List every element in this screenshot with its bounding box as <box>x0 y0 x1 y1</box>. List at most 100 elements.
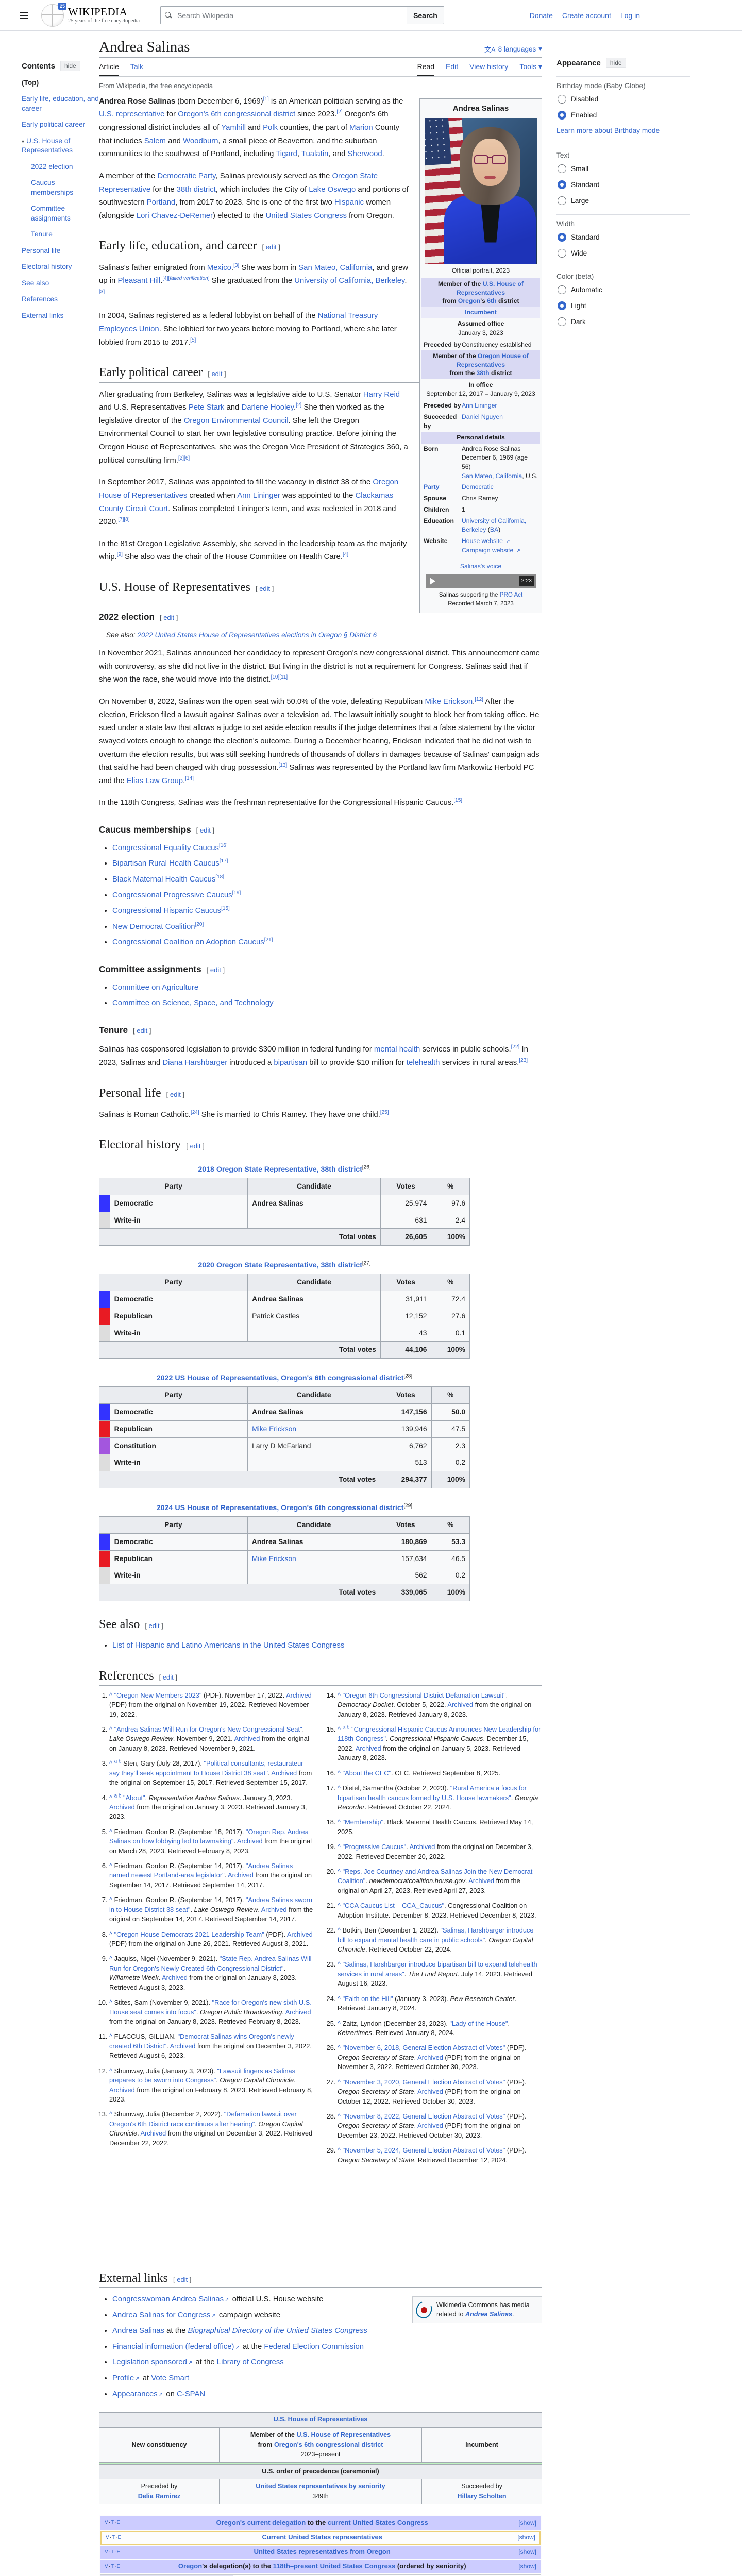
link[interactable]: BA <box>490 526 499 534</box>
link[interactable]: "Salinas, Harshbarger introduce bill to … <box>338 1926 534 1944</box>
link[interactable]: Archived <box>234 1735 260 1743</box>
edit-link[interactable]: edit <box>137 1026 148 1035</box>
link[interactable]: Oregon's 6th congressional district <box>274 2441 383 2448</box>
link[interactable]: "About the CEC" <box>342 1769 392 1777</box>
link[interactable]: T <box>111 2520 115 2526</box>
play-icon[interactable] <box>430 577 435 585</box>
link[interactable]: Darlene Hooley <box>241 403 294 412</box>
link[interactable]: Archived <box>285 2008 311 2016</box>
link[interactable]: Congressional Hispanic Caucus <box>112 907 222 916</box>
link[interactable]: V <box>105 2520 109 2526</box>
link[interactable]: Oregon State Representative <box>99 172 378 194</box>
link[interactable]: "Andrea Salinas Will Run for Oregon's Ne… <box>114 1725 302 1733</box>
edit-link[interactable]: edit <box>163 614 175 622</box>
link[interactable]: current United States Congress <box>327 2518 428 2527</box>
search-input[interactable] <box>176 10 403 20</box>
link[interactable]: Sherwood <box>347 150 382 159</box>
radio-option-enabled[interactable]: Enabled <box>558 111 690 120</box>
link[interactable]: T <box>111 2564 115 2570</box>
tab-article[interactable]: Article <box>99 58 119 76</box>
link[interactable]: Woodburn <box>183 137 218 145</box>
link[interactable]: Profile <box>112 2374 134 2383</box>
link[interactable]: Current United States representatives <box>262 2533 382 2541</box>
show-button[interactable]: [show] <box>518 2563 536 2570</box>
radio-icon[interactable] <box>558 111 566 120</box>
login-link[interactable]: Log in <box>620 11 640 20</box>
menu-icon[interactable] <box>16 7 34 24</box>
edit-link[interactable]: edit <box>199 826 211 835</box>
link[interactable]: PRO Act <box>499 591 523 598</box>
link[interactable]: Appearances <box>112 2389 158 2398</box>
show-button[interactable]: [show] <box>517 2534 535 2541</box>
link[interactable]: "Reps. Joe Courtney and Andrea Salinas J… <box>338 1868 533 1885</box>
languages-button[interactable]: 文A 8 languages ▾ <box>484 45 542 54</box>
link[interactable]: Archived <box>447 1701 474 1709</box>
link[interactable]: Black Maternal Health Caucus <box>112 875 216 884</box>
sidebar-item[interactable]: External links <box>22 311 99 320</box>
radio-icon[interactable] <box>558 285 566 294</box>
radio-icon[interactable] <box>558 95 566 104</box>
link[interactable]: Archived <box>162 1974 188 1982</box>
edit-link[interactable]: edit <box>265 243 277 251</box>
link[interactable]: "About" <box>123 1793 145 1802</box>
link[interactable]: Portland <box>146 198 176 207</box>
link[interactable]: "Oregon New Members 2023" <box>114 1691 202 1699</box>
link[interactable]: Yamhill <box>221 124 246 132</box>
link[interactable]: United States Congress <box>265 211 347 220</box>
radio-icon[interactable] <box>558 180 566 189</box>
link[interactable]: Ann Lininger <box>237 491 280 500</box>
radio-option-dark[interactable]: Dark <box>558 317 690 326</box>
link[interactable]: Oregon <box>178 2562 203 2570</box>
link[interactable]: Party <box>424 483 440 491</box>
link[interactable]: Elias Law Group <box>126 776 183 785</box>
link[interactable]: 118th–present United States Congress <box>273 2562 396 2570</box>
link[interactable]: Archived <box>417 2088 443 2096</box>
link[interactable]: Archived <box>140 2129 166 2138</box>
link[interactable]: Daniel Nguyen <box>462 413 503 420</box>
link[interactable]: External links <box>22 311 64 319</box>
tab-read[interactable]: Read <box>417 58 435 76</box>
link[interactable]: U.S. House of Representatives <box>22 137 73 155</box>
link[interactable]: Tualatin <box>301 150 329 159</box>
link[interactable]: "Congressional Hispanic Caucus Announces… <box>338 1725 541 1743</box>
link[interactable]: Archived <box>468 1877 495 1885</box>
link[interactable]: "Andrea Salinas sworn in to House Distri… <box>109 1896 312 1913</box>
link[interactable]: University of California, Berkeley <box>294 277 405 285</box>
link[interactable]: "Defamation lawsuit over Oregon's 6th Di… <box>109 2110 297 2128</box>
link[interactable]: Clackamas County Circuit Court <box>99 491 394 513</box>
link[interactable]: 2022 United States House of Representati… <box>137 631 377 639</box>
edit-link[interactable]: edit <box>162 1673 174 1681</box>
link[interactable]: 2024 US House of Representatives, Oregon… <box>156 1503 404 1512</box>
link[interactable]: (Top) <box>22 79 39 87</box>
appearance-hide-button[interactable]: hide <box>605 58 626 68</box>
link[interactable]: "State Rep. Andrea Salinas Will Run for … <box>109 1955 312 1972</box>
link[interactable]: telehealth <box>406 1059 440 1067</box>
radio-option-wide[interactable]: Wide <box>558 249 690 258</box>
link[interactable]: U.S. House of Representatives <box>457 280 524 296</box>
link[interactable]: Polk <box>263 124 278 132</box>
link[interactable]: Congresswoman Andrea Salinas <box>112 2295 224 2303</box>
link[interactable]: Delia Ramirez <box>138 2493 181 2500</box>
link[interactable]: 38th district <box>176 185 216 194</box>
link[interactable]: Archived <box>286 1930 313 1938</box>
link[interactable]: Caucus memberships <box>31 179 74 196</box>
link[interactable]: Tigard <box>276 150 297 159</box>
edit-link[interactable]: edit <box>259 585 271 593</box>
link[interactable]: "Lawsuit lingers as Salinas prepares to … <box>109 2066 296 2084</box>
link[interactable]: "Faith on the Hill" <box>342 1994 393 2003</box>
link[interactable]: United States representatives from Orego… <box>254 2548 391 2556</box>
vte-links[interactable]: V·T·E <box>105 2564 121 2570</box>
radio-option-disabled[interactable]: Disabled <box>558 95 690 104</box>
link[interactable]: University of California, Berkeley <box>462 517 527 534</box>
sidebar-item[interactable]: (Top) <box>22 78 99 88</box>
link[interactable]: Hispanic <box>334 198 364 207</box>
link[interactable]: "November 8, 2022, General Election Abst… <box>342 2112 505 2120</box>
sidebar-item[interactable]: See also <box>22 279 99 288</box>
chevron-down-icon[interactable]: ▾ <box>22 139 25 145</box>
contents-hide-button[interactable]: hide <box>60 61 80 71</box>
sidebar-item[interactable]: Electoral history <box>22 262 99 272</box>
vte-links[interactable]: V·T·E <box>105 2549 121 2555</box>
link[interactable]: San Mateo, California <box>298 263 373 272</box>
link[interactable]: Archived <box>109 1803 135 1811</box>
tab-edit[interactable]: Edit <box>446 62 459 71</box>
